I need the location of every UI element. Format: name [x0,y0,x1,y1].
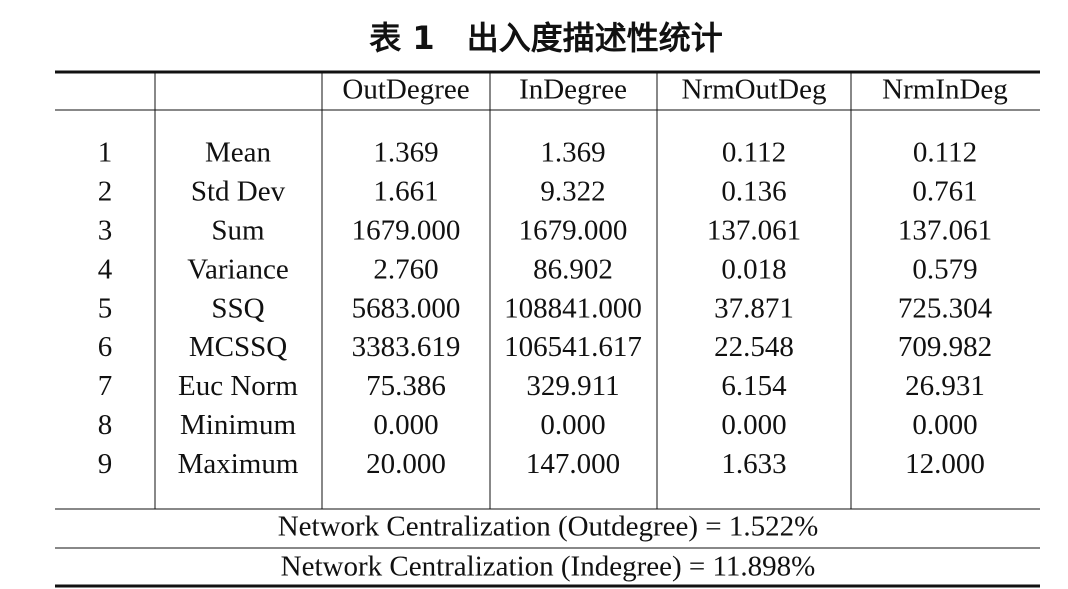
cell: 75.386 [366,370,446,402]
cell: 106541.617 [504,331,642,363]
cell: 1.633 [721,448,786,480]
row-index: 5 [98,292,113,324]
cell: 9.322 [540,176,605,208]
footer-note: Network Centralization (Indegree) = 11.8… [281,551,816,583]
cell: 1.369 [540,137,605,169]
row-label: Euc Norm [178,370,298,402]
cell: 329.911 [526,370,619,402]
cell: 6.154 [721,370,787,402]
cell: 725.304 [898,292,993,324]
row-label: Sum [211,214,265,246]
cell: 709.982 [898,331,992,363]
cell: 0.761 [912,176,977,208]
cell: 1.369 [373,137,438,169]
cell: 108841.000 [504,292,642,324]
row-label: Maximum [178,448,299,480]
cell: 22.548 [714,331,794,363]
row-label: SSQ [211,292,264,324]
cell: 0.000 [721,409,786,441]
row-index: 9 [98,448,113,480]
cell: 12.000 [905,448,985,480]
cell: 37.871 [714,292,794,324]
column-header: OutDegree [342,74,469,106]
cell: 0.000 [540,409,605,441]
cell: 1679.000 [352,214,461,246]
cell: 86.902 [533,253,613,285]
row-index: 3 [98,214,113,246]
table-title: 表 1 出入度描述性统计 [369,19,722,57]
row-label: Variance [187,253,288,285]
footer-note: Network Centralization (Outdegree) = 1.5… [278,511,819,543]
cell: 137.061 [707,214,801,246]
cell: 147.000 [526,448,620,480]
cell: 3383.619 [352,331,461,363]
cell: 5683.000 [352,292,461,324]
cell: 0.112 [913,137,977,169]
cell: 2.760 [373,253,438,285]
row-label: Mean [205,137,272,169]
row-label: Std Dev [191,176,286,208]
cell: 26.931 [905,370,985,402]
cell: 0.000 [912,409,977,441]
row-index: 4 [98,253,113,285]
column-header: InDegree [519,74,627,106]
cell: 0.136 [721,176,786,208]
cell: 0.018 [721,253,786,285]
row-index: 7 [98,370,113,402]
row-index: 6 [98,331,113,363]
row-label: MCSSQ [189,331,287,363]
row-label: Minimum [180,409,296,441]
row-index: 2 [98,176,113,208]
cell: 20.000 [366,448,446,480]
cell: 1.661 [373,176,438,208]
column-header: NrmInDeg [882,74,1008,106]
cell: 0.000 [373,409,438,441]
row-index: 1 [98,137,113,169]
cell: 137.061 [898,214,992,246]
cell: 0.579 [912,253,977,285]
row-index: 8 [98,409,113,441]
cell: 0.112 [722,137,786,169]
column-header: NrmOutDeg [682,74,827,106]
cell: 1679.000 [519,214,628,246]
